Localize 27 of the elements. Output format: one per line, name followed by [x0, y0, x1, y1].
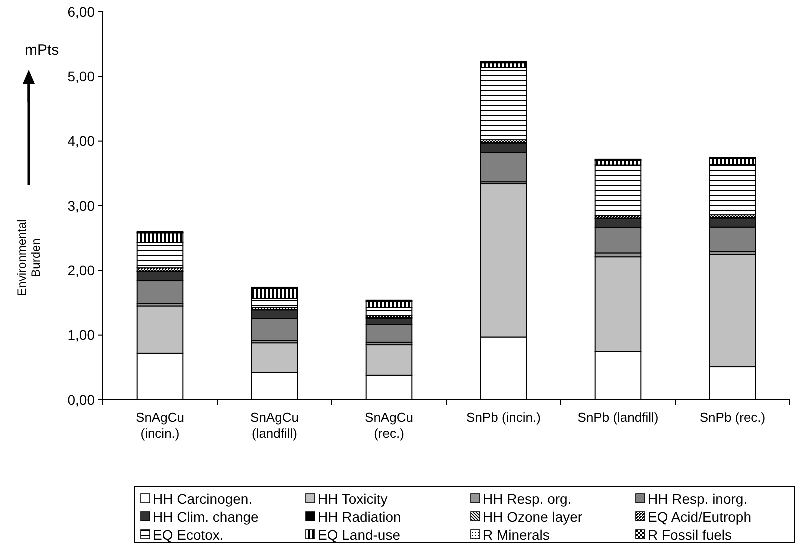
legend-label: HH Resp. inorg. [648, 490, 748, 507]
x-tick-label: SnAgCu (incin.) [136, 410, 184, 441]
x-tick-label: SnPb (rec.) [700, 410, 766, 425]
y-tick-label: 5,00 [68, 68, 96, 85]
legend-label: HH Radiation [318, 508, 402, 525]
legend-label: R Minerals [483, 526, 550, 543]
y-tick-label: 2,00 [68, 262, 96, 279]
x-tick-label: SnPb (landfill) [578, 410, 659, 425]
y-tick-label: 6,00 [68, 4, 96, 20]
text: Environmental Burden [15, 220, 43, 296]
y-tick-label: 4,00 [68, 133, 96, 150]
legend-label: EQ Ecotox. [153, 526, 224, 543]
legend-label: EQ Land-use [318, 526, 401, 543]
x-tick-label: SnPb (incin.) [466, 410, 541, 425]
legend-label: HH Clim. change [153, 508, 260, 525]
legend-label: HH Carcinogen. [153, 490, 253, 507]
legend-label: HH Toxicity [318, 490, 388, 507]
legend-label: HH Resp. org. [483, 490, 572, 507]
legend-label: R Fossil fuels [648, 526, 732, 543]
y-tick-label: 3,00 [68, 198, 96, 214]
y-axis-title: mPts [25, 42, 60, 59]
x-tick-label: SnAgCu (rec.) [365, 410, 414, 441]
y-tick-label: 0,00 [68, 392, 96, 408]
legend-label: HH Ozone layer [483, 508, 583, 525]
y-tick-label: 1,00 [68, 327, 96, 344]
x-tick-label: SnAgCu (landfill) [250, 410, 299, 441]
legend-label: EQ Acid/Eutroph [648, 508, 752, 525]
